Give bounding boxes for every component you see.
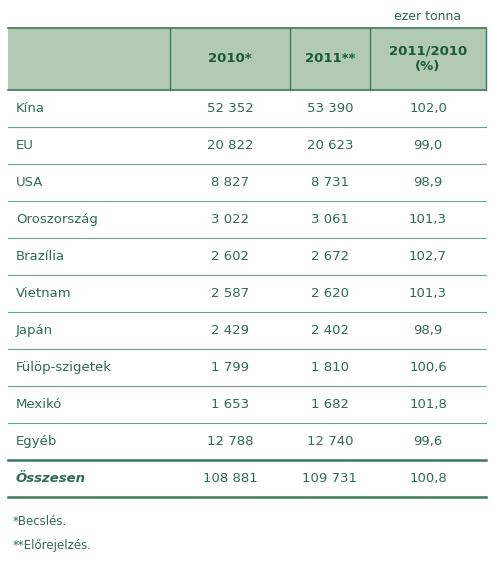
Text: 108 881: 108 881 (203, 472, 257, 485)
Text: Brazília: Brazília (16, 250, 65, 263)
Text: *Becslés.: *Becslés. (13, 515, 67, 528)
Text: 20 623: 20 623 (307, 139, 353, 152)
Text: 53 390: 53 390 (307, 102, 353, 115)
Text: 3 061: 3 061 (311, 213, 349, 226)
Text: 99,0: 99,0 (413, 139, 443, 152)
Text: **Előrejelzés.: **Előrejelzés. (13, 539, 92, 552)
Text: 2010*: 2010* (208, 52, 252, 66)
Text: 2011**: 2011** (305, 52, 355, 66)
Text: 98,9: 98,9 (413, 324, 443, 337)
Text: 12 788: 12 788 (207, 435, 253, 448)
Text: USA: USA (16, 176, 43, 189)
Text: ezer tonna: ezer tonna (394, 10, 461, 23)
Text: Mexikó: Mexikó (16, 398, 62, 411)
Text: 101,3: 101,3 (409, 213, 447, 226)
Text: Oroszország: Oroszország (16, 213, 98, 226)
Text: 2 602: 2 602 (211, 250, 249, 263)
Text: 102,0: 102,0 (409, 102, 447, 115)
Text: 8 827: 8 827 (211, 176, 249, 189)
Text: 1 682: 1 682 (311, 398, 349, 411)
Text: EU: EU (16, 139, 34, 152)
Text: 2 672: 2 672 (311, 250, 349, 263)
Text: 2 429: 2 429 (211, 324, 249, 337)
Text: 101,3: 101,3 (409, 287, 447, 300)
Text: Kína: Kína (16, 102, 45, 115)
Text: 2 587: 2 587 (211, 287, 249, 300)
Text: 2 620: 2 620 (311, 287, 349, 300)
Text: Japán: Japán (16, 324, 53, 337)
Text: 3 022: 3 022 (211, 213, 249, 226)
Text: 2011/2010
(%): 2011/2010 (%) (389, 45, 467, 73)
Text: 1 653: 1 653 (211, 398, 249, 411)
Text: 99,6: 99,6 (413, 435, 443, 448)
Text: 109 731: 109 731 (302, 472, 358, 485)
Text: 8 731: 8 731 (311, 176, 349, 189)
Text: Fülöp-szigetek: Fülöp-szigetek (16, 361, 112, 374)
Text: 1 810: 1 810 (311, 361, 349, 374)
Text: Vietnam: Vietnam (16, 287, 72, 300)
Text: 2 402: 2 402 (311, 324, 349, 337)
Text: Összesen: Összesen (16, 472, 86, 485)
Text: 12 740: 12 740 (307, 435, 353, 448)
Text: 1 799: 1 799 (211, 361, 249, 374)
Text: 101,8: 101,8 (409, 398, 447, 411)
Text: 100,6: 100,6 (409, 361, 447, 374)
Text: 20 822: 20 822 (207, 139, 253, 152)
Text: 100,8: 100,8 (409, 472, 447, 485)
Text: 98,9: 98,9 (413, 176, 443, 189)
Bar (8, 28, 486, 90)
Text: Egyéb: Egyéb (16, 435, 57, 448)
Text: 102,7: 102,7 (409, 250, 447, 263)
Text: 52 352: 52 352 (206, 102, 253, 115)
